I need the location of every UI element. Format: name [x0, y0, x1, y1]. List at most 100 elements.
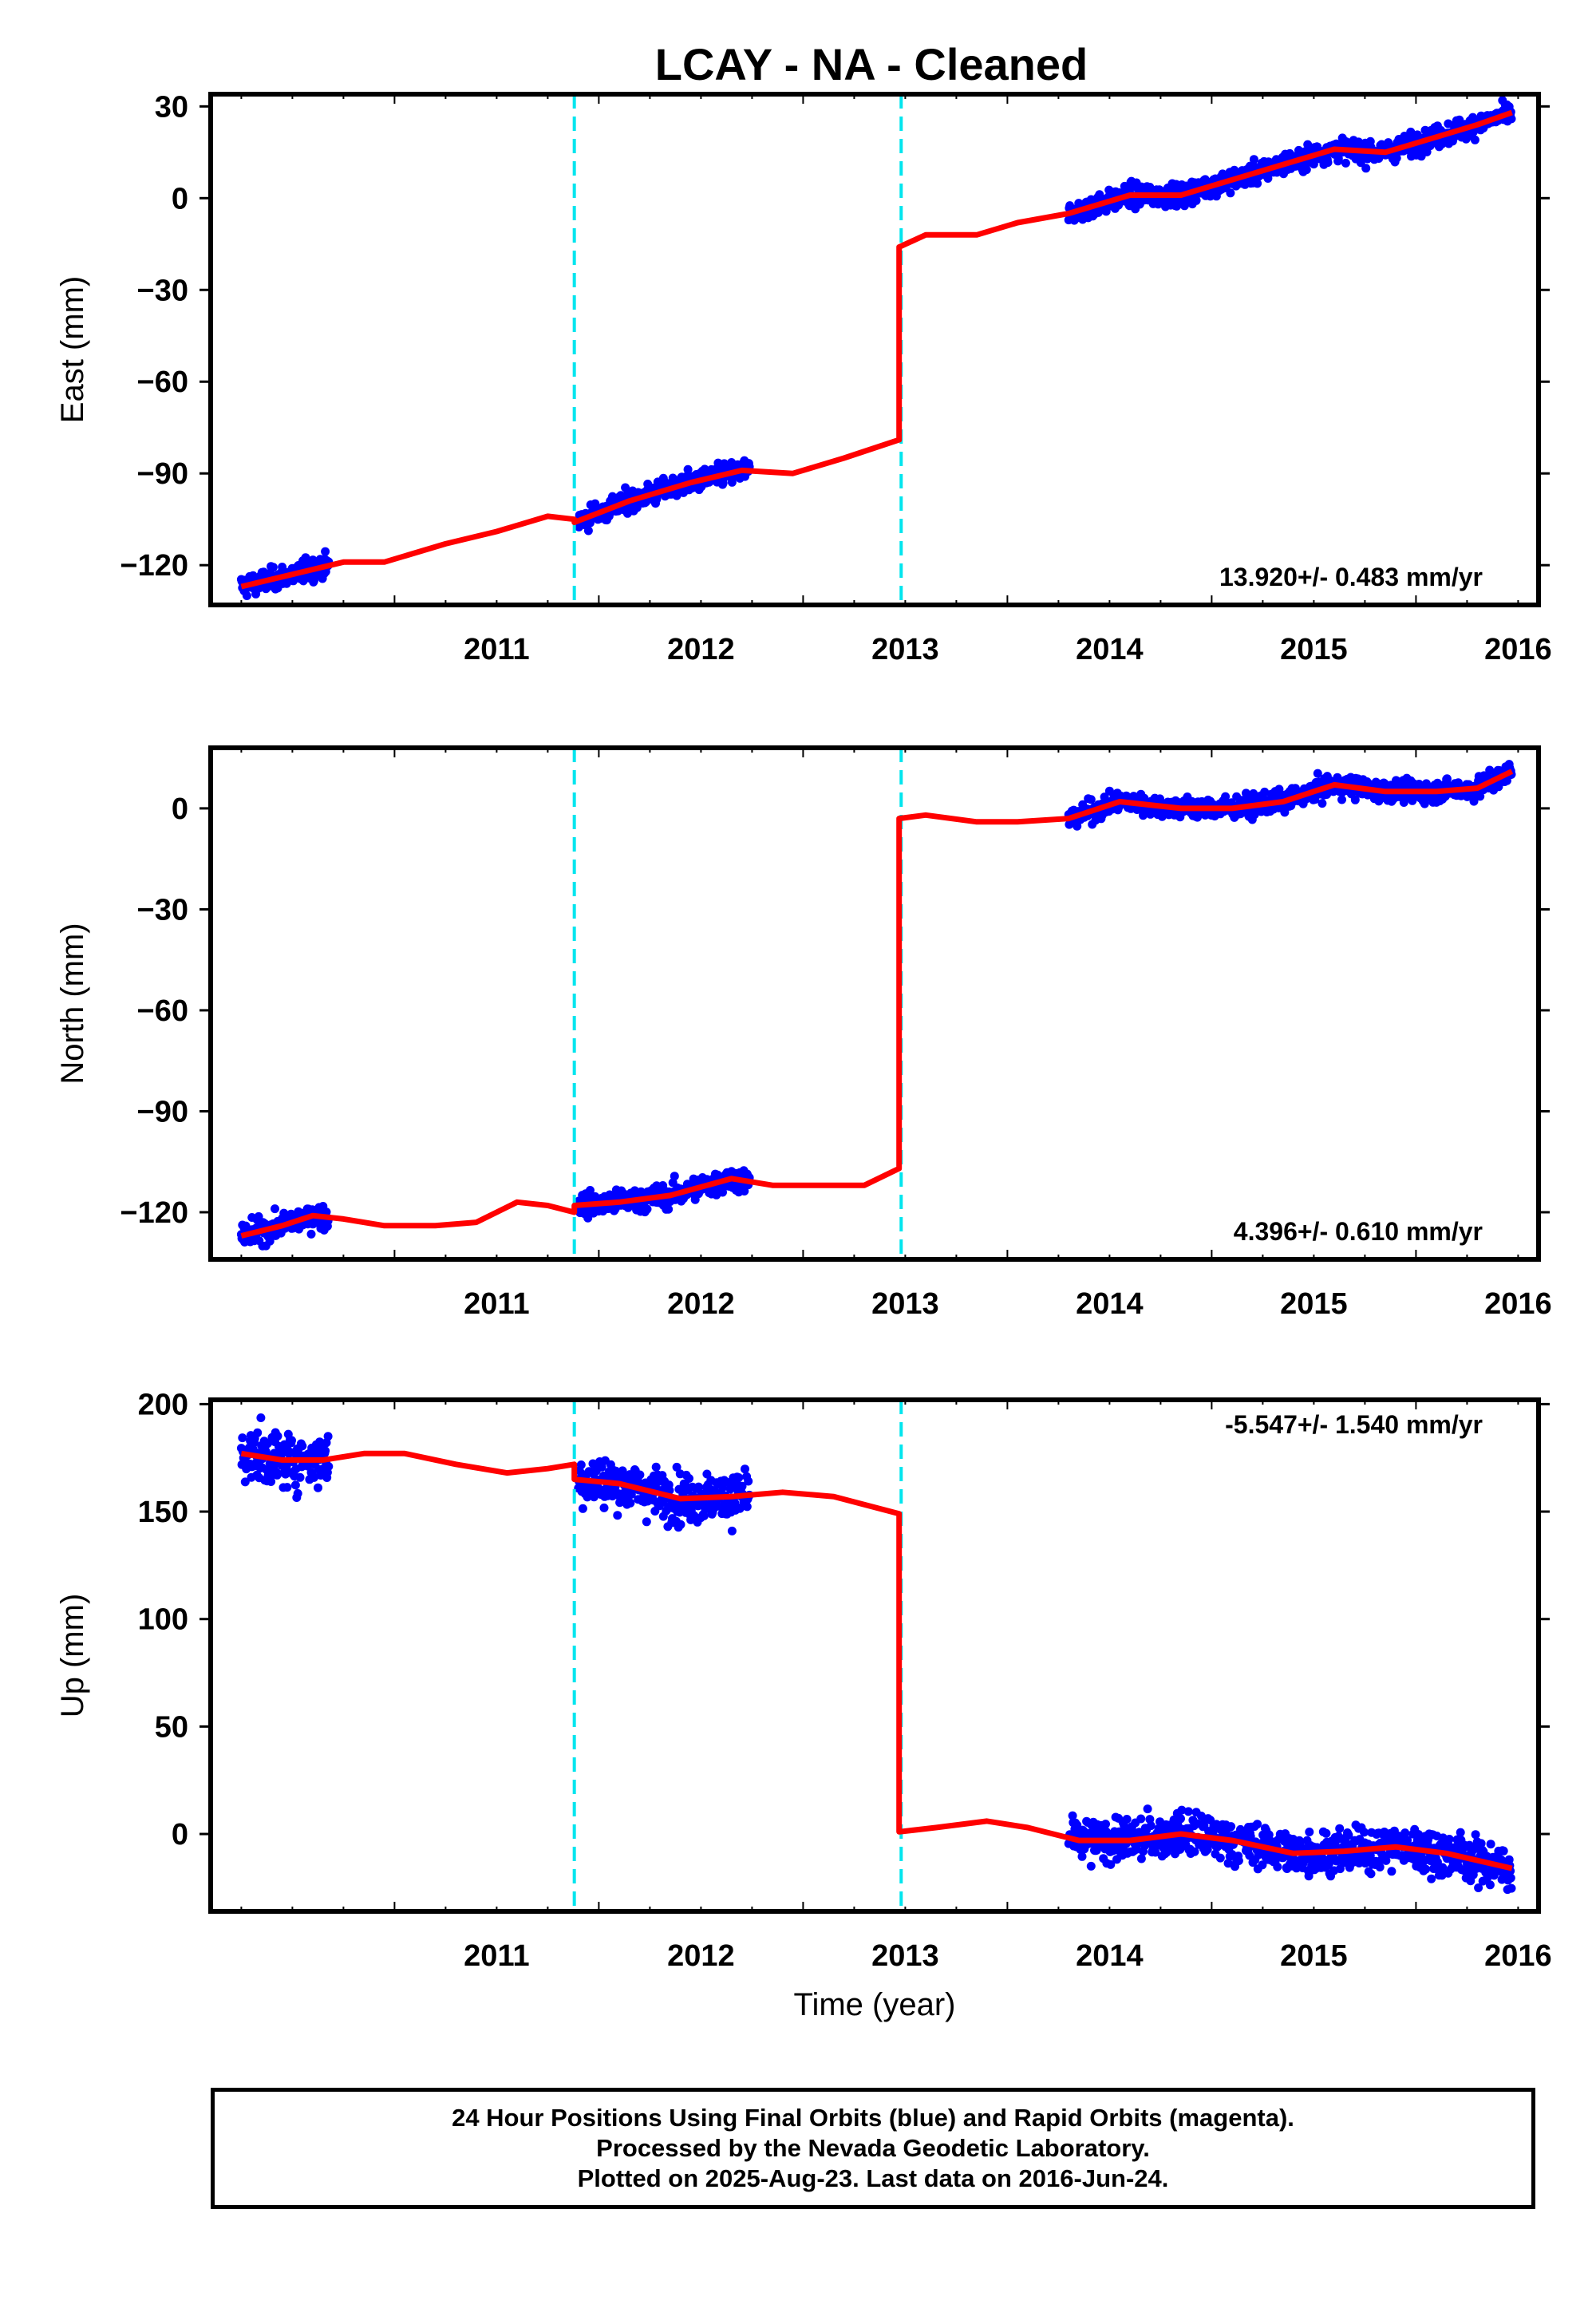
y-tick-label: −60	[137, 366, 188, 399]
data-point	[576, 1460, 586, 1469]
data-point	[1305, 1828, 1314, 1836]
data-point	[1146, 1821, 1156, 1831]
data-point	[1354, 1859, 1364, 1867]
x-axis-label: Time (year)	[794, 1987, 956, 2022]
data-point	[1381, 1856, 1391, 1865]
north-rate-annotation: 4.396+/- 0.610 mm/yr	[1234, 1217, 1483, 1246]
data-point	[742, 1502, 752, 1512]
y-tick-label: 0	[172, 1818, 188, 1852]
data-point	[267, 1477, 276, 1486]
data-point	[1344, 1830, 1353, 1840]
north-frame	[208, 745, 1541, 1262]
data-point	[1421, 1864, 1431, 1874]
data-point	[621, 483, 630, 492]
data-point	[1486, 1840, 1495, 1849]
data-point	[1323, 158, 1333, 168]
data-point	[1444, 1835, 1454, 1844]
north-model-line	[240, 769, 1514, 1239]
data-point	[1221, 792, 1231, 801]
data-point	[1387, 1867, 1396, 1876]
data-point	[282, 1483, 292, 1492]
data-point	[635, 1470, 645, 1480]
data-point	[664, 1204, 674, 1214]
y-tick-label: −90	[137, 1095, 188, 1128]
data-point	[1249, 155, 1258, 164]
x-tick-label: 2011	[464, 633, 529, 666]
data-point	[1427, 1874, 1436, 1883]
x-tick-label: 2012	[667, 633, 735, 666]
data-point	[1273, 1862, 1282, 1871]
east-plot-area	[236, 94, 1516, 605]
data-point	[727, 1526, 737, 1535]
data-point	[597, 1462, 606, 1472]
y-tick-label: −90	[137, 457, 188, 491]
data-point	[301, 553, 310, 563]
y-tick-label: 100	[138, 1603, 188, 1637]
y-tick-label: 150	[138, 1496, 188, 1529]
data-point	[298, 1441, 307, 1451]
data-point	[271, 1204, 279, 1214]
y-tick-label: −30	[137, 274, 188, 307]
y-tick-label: −30	[137, 893, 188, 927]
data-point	[1183, 1807, 1193, 1816]
data-point	[1253, 1820, 1262, 1829]
data-point	[685, 1474, 693, 1483]
data-point	[1507, 1883, 1516, 1893]
east-panel: 2011 2012 2013 2014 2015 2016 30 0 −30 −60 −90 −120…	[55, 90, 1552, 666]
data-point	[253, 1428, 263, 1437]
data-point	[1260, 787, 1270, 796]
data-point	[1392, 153, 1401, 163]
data-point	[1470, 135, 1479, 144]
data-point	[1476, 1839, 1486, 1848]
y-tick-label: −60	[137, 994, 188, 1028]
data-point	[1375, 1863, 1385, 1871]
data-point	[323, 1432, 333, 1441]
data-point	[1507, 114, 1516, 124]
data-point	[272, 1470, 282, 1480]
data-point	[1302, 165, 1311, 175]
data-point	[240, 1477, 250, 1487]
data-point	[1360, 1828, 1369, 1837]
data-point	[613, 1511, 622, 1520]
data-point	[1313, 769, 1322, 778]
data-point	[1234, 1856, 1243, 1865]
data-point	[1122, 1815, 1132, 1824]
up-model-line	[240, 1450, 1513, 1871]
data-point	[295, 1472, 305, 1482]
data-point	[1086, 1861, 1096, 1871]
data-point	[1400, 1828, 1410, 1838]
data-point	[1176, 1814, 1185, 1824]
data-point	[1136, 1854, 1146, 1863]
x-tick-label: 2013	[871, 1939, 939, 1973]
data-point	[321, 547, 330, 556]
data-point	[1143, 1804, 1152, 1814]
data-point	[321, 1446, 330, 1456]
data-point	[744, 1476, 753, 1486]
data-point	[1215, 1853, 1225, 1863]
x-tick-label: 2012	[667, 1939, 735, 1973]
x-tick-label: 2013	[871, 633, 939, 666]
data-point	[1321, 1828, 1331, 1838]
data-point	[1317, 799, 1327, 808]
data-point	[290, 1480, 300, 1490]
data-point	[268, 563, 278, 572]
x-tick-label: 2014	[1076, 633, 1144, 666]
up-panel: 2011 2012 2013 2014 2015 2016 200 150 100 50 0 Up (…	[55, 1388, 1552, 2022]
data-point	[578, 1504, 587, 1513]
data-point	[1414, 1830, 1424, 1839]
x-tick-label: 2011	[464, 1287, 529, 1321]
data-point	[683, 464, 693, 474]
data-point	[1499, 1846, 1508, 1856]
data-point	[1456, 1828, 1465, 1837]
data-point	[1068, 1811, 1077, 1820]
up-data-points	[236, 1413, 1516, 1895]
east-data-points	[236, 96, 1516, 600]
data-point	[626, 1489, 636, 1499]
north-panel: 2011 2012 2013 2014 2015 2016 0 −30 −60 −90 −120 No…	[55, 745, 1552, 1321]
data-point	[1335, 1824, 1345, 1833]
y-tick-label: 0	[172, 792, 188, 826]
data-point	[1485, 1880, 1495, 1890]
y-tick-label: 0	[172, 182, 188, 215]
data-point	[1361, 164, 1371, 173]
data-point	[1471, 1830, 1480, 1840]
